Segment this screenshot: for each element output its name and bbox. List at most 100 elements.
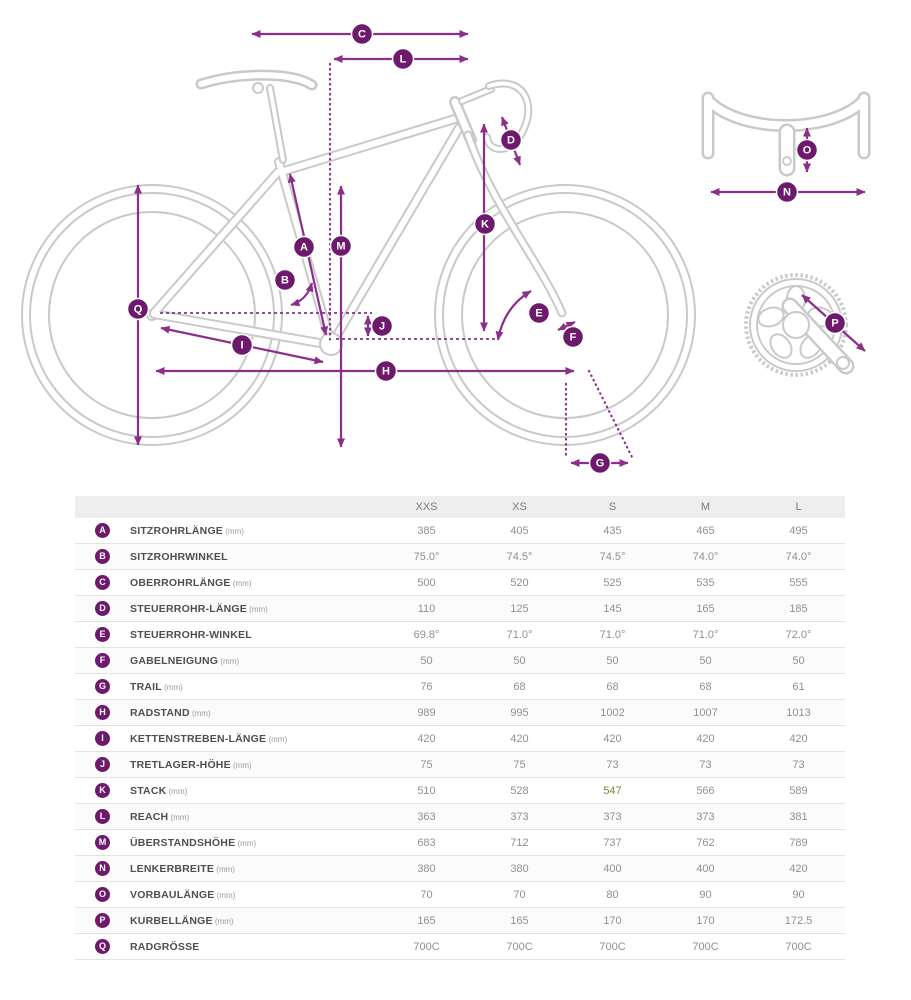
measurement-arrows: [134, 30, 866, 467]
bottom-bracket: [319, 332, 343, 356]
diagram-label-K-badge: [473, 212, 497, 236]
value-Q-xs: 700C: [506, 940, 533, 953]
row-letter-badge: G: [95, 679, 110, 694]
value-D-s: 145: [603, 602, 622, 615]
value-N-m: 400: [696, 862, 715, 875]
row-label: RADSTAND (mm): [130, 706, 211, 719]
diagram-label-I-letter: I: [240, 340, 243, 352]
row-unit: (mm): [246, 604, 268, 614]
value-A-s: 435: [603, 524, 622, 537]
value-E-m: 71.0°: [692, 628, 719, 641]
diagram-label-J-badge: [370, 314, 394, 338]
table-row-C: C OBERROHRLÄNGE (mm) 500 520 525 535 555: [75, 570, 845, 596]
table-row-Q: Q RADGRÖSSE 700C 700C 700C 700C 700C: [75, 934, 845, 960]
diagram-label-H-badge: [374, 359, 398, 383]
value-P-l: 172.5: [784, 914, 813, 927]
diagram-label-B-letter: B: [281, 275, 289, 287]
value-N-xs: 380: [510, 862, 529, 875]
table-row-J: J TRETLAGER-HÖHE (mm) 75 75 73 73 73: [75, 752, 845, 778]
value-H-s: 1002: [600, 706, 625, 719]
row-unit: (mm): [214, 890, 236, 900]
row-unit: (mm): [166, 786, 188, 796]
value-M-xs: 712: [510, 836, 529, 849]
value-L-xs: 373: [510, 810, 529, 823]
value-D-m: 165: [696, 602, 715, 615]
row-unit: (mm): [168, 812, 190, 822]
row-letter-badge: J: [95, 757, 110, 772]
table-row-D: D STEUERROHR-LÄNGE (mm) 110 125 145 165 185: [75, 596, 845, 622]
wheels: [21, 184, 696, 446]
row-unit: (mm): [266, 734, 288, 744]
value-O-xs: 70: [513, 888, 526, 901]
value-A-xxs: 385: [417, 524, 436, 537]
value-J-xs: 75: [513, 758, 526, 771]
table-row-O: O VORBAULÄNGE (mm) 70 70 80 90 90: [75, 882, 845, 908]
row-unit: (mm): [212, 916, 234, 926]
saddle-clamp: [252, 82, 264, 94]
row-unit: (mm): [223, 526, 244, 536]
value-K-l: 589: [789, 784, 808, 797]
row-label: RADGRÖSSE: [130, 940, 200, 953]
size-column-header-l: L: [795, 501, 802, 513]
value-G-l: 61: [792, 680, 805, 693]
value-F-l: 50: [792, 654, 805, 667]
diagram-label-G-letter: G: [596, 458, 605, 470]
table-row-F: F GABELNEIGUNG (mm) 50 50 50 50 50: [75, 648, 845, 674]
bike-geometry-diagram: A B C D E F G H I J K L M N O P Q: [21, 22, 871, 475]
row-letter-badge: B: [95, 549, 110, 564]
value-M-s: 737: [603, 836, 622, 849]
row-label: ÜBERSTANDSHÖHE (mm): [130, 836, 257, 849]
frame: [149, 69, 567, 356]
row-letter-badge: K: [95, 783, 110, 798]
value-K-s: 547: [603, 784, 622, 797]
table-row-B: B SITZROHRWINKEL 75.0° 74.5° 74.5° 74.0° 74.0°: [75, 544, 845, 570]
table-row-M: M ÜBERSTANDSHÖHE (mm) 683 712 737 762 789: [75, 830, 845, 856]
row-label: TRETLAGER-HÖHE (mm): [130, 758, 252, 771]
size-column-header-xs: XS: [512, 501, 527, 513]
row-label: STEUERROHR-LÄNGE (mm): [130, 602, 268, 615]
table-row-E: E STEUERROHR-WINKEL 69.8° 71.0° 71.0° 71.0° 72…: [75, 622, 845, 648]
arrow-F-forkoffset: [557, 321, 576, 331]
diagram-label-K-letter: K: [481, 219, 489, 231]
row-label: STACK (mm): [130, 784, 188, 797]
row-letter-badge: E: [95, 627, 110, 642]
table-header-row: XXS XS S M L: [75, 496, 845, 518]
row-label: OBERROHRLÄNGE (mm): [130, 576, 252, 589]
row-badge-cell: O: [75, 887, 130, 902]
value-N-s: 400: [603, 862, 622, 875]
value-M-m: 762: [696, 836, 715, 849]
value-E-xs: 71.0°: [506, 628, 533, 641]
row-letter-badge: I: [95, 731, 110, 746]
row-label: REACH (mm): [130, 810, 190, 823]
table-row-H: H RADSTAND (mm) 989 995 1002 1007 1013: [75, 700, 845, 726]
value-Q-xxs: 700C: [413, 940, 440, 953]
value-L-xxs: 363: [417, 810, 436, 823]
value-J-m: 73: [699, 758, 712, 771]
value-K-m: 566: [696, 784, 715, 797]
diagram-label-C-letter: C: [358, 29, 366, 41]
diagram-label-O-badge: [795, 138, 819, 162]
row-label: LENKERBREITE (mm): [130, 862, 235, 875]
row-badge-cell: M: [75, 835, 130, 850]
diagram-label-E-letter: E: [535, 308, 542, 320]
row-letter-badge: Q: [95, 939, 110, 954]
value-J-s: 73: [606, 758, 619, 771]
handlebar-front-view: [701, 91, 871, 177]
table-row-K: K STACK (mm) 510 528 547 566 589: [75, 778, 845, 804]
row-letter-badge: M: [95, 835, 110, 850]
row-unit: (mm): [230, 760, 252, 770]
geometry-table-body: A SITZROHRLÄNGE (mm) 385 405 435 465 495 B SITZR…: [75, 518, 845, 960]
value-N-l: 420: [789, 862, 808, 875]
size-column-header-m: M: [700, 501, 711, 513]
value-P-s: 170: [603, 914, 622, 927]
value-I-s: 420: [603, 732, 622, 745]
diagram-label-H-letter: H: [382, 366, 390, 378]
table-row-L: L REACH (mm) 363 373 373 373 381: [75, 804, 845, 830]
row-badge-cell: E: [75, 627, 130, 642]
row-letter-badge: F: [95, 653, 110, 668]
diagram-label-C-badge: [350, 22, 374, 46]
row-unit: (mm): [230, 578, 252, 588]
table-row-I: I KETTENSTREBEN-LÄNGE (mm) 420 420 420 420 420: [75, 726, 845, 752]
row-label: SITZROHRLÄNGE (mm): [130, 524, 244, 537]
